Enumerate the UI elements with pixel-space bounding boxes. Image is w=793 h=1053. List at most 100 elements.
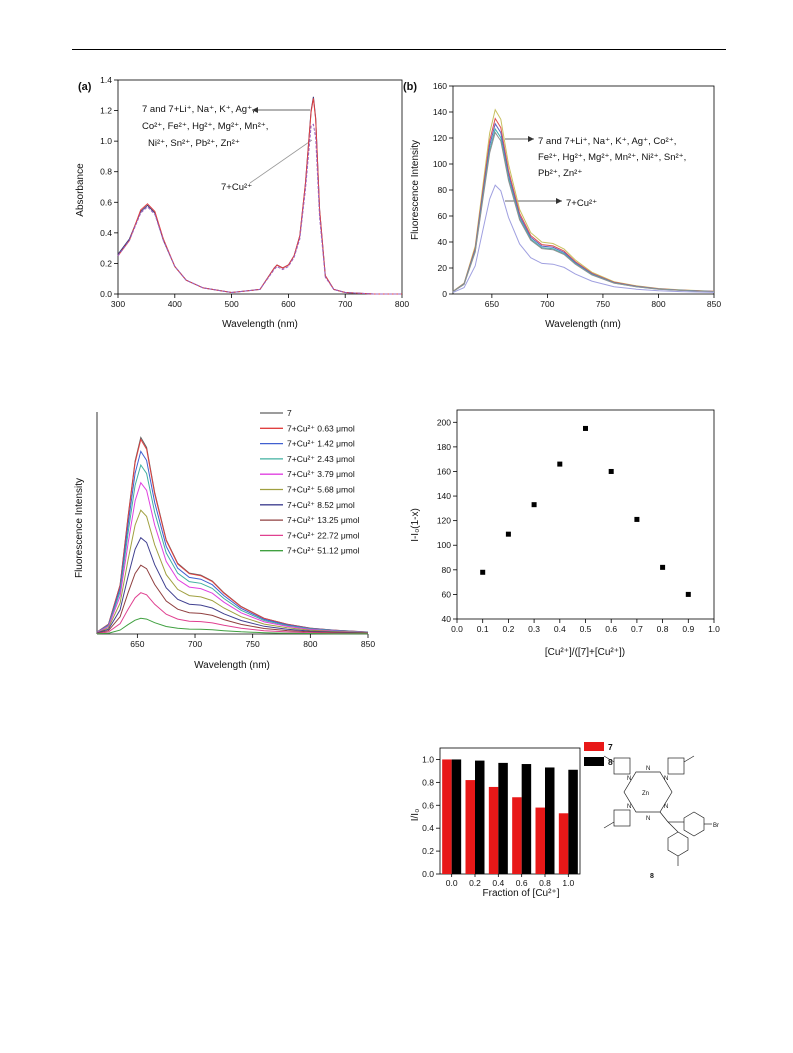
chart-e-y-tick-label: 0.4 <box>422 823 434 833</box>
chart-e-y-tick-label: 0.8 <box>422 777 434 787</box>
chart-d-x-tick-label: 0.1 <box>477 624 489 634</box>
isoindole-unit-2 <box>667 757 685 775</box>
bond-3 <box>667 821 679 833</box>
chart-a-x-tick-label: 600 <box>281 299 295 309</box>
chart-b-x-tick-label: 650 <box>485 299 499 309</box>
chart-d-y-tick-label: 40 <box>442 614 452 624</box>
chart-d-data-point-0 <box>480 569 486 575</box>
chart-d-x-tick-label: 0.9 <box>682 624 694 634</box>
chart-a-xlabel: Wavelength (nm) <box>222 319 298 330</box>
chart-d-y-tick-label: 80 <box>442 565 452 575</box>
chart-b-y-tick-label: 120 <box>433 133 447 143</box>
chart-c-x-tick-label: 700 <box>188 639 202 649</box>
chart-e-ylabel: I/I₀ <box>410 809 421 822</box>
chart-a-y-tick-label: 0.4 <box>100 228 112 238</box>
chart-b-arrow-head <box>528 136 534 142</box>
chart-a-annotation-line-3: Ni²⁺, Sn²⁺, Pb²⁺, Zn²⁺ <box>148 138 240 149</box>
chart-a-annotation-group: 7 and 7+Li⁺, Na⁺, K⁺, Ag⁺, Co²⁺, Fe²⁺, H… <box>142 104 313 193</box>
chart-e-legend-swatch-7 <box>584 742 604 751</box>
chart-a-x-tick-label: 700 <box>338 299 352 309</box>
chart-b-plot-frame <box>452 85 715 295</box>
chart-e-bar-8-1 <box>475 760 485 874</box>
phenyl-ring-tbu <box>667 831 689 857</box>
chart-e-plot-frame <box>439 747 581 875</box>
chart-d-y-tick-label: 140 <box>437 491 451 501</box>
chart-d-y-tick-label: 180 <box>437 442 451 452</box>
chart-b-cu-arrow-head <box>556 198 562 204</box>
chart-e-xlabel: Fraction of [Cu²⁺] <box>483 888 560 899</box>
chart-c-legend-label-1: 7+Cu²⁺ 0.63 μmol <box>287 423 355 433</box>
tbu-bond-3 <box>603 821 615 829</box>
isoindole-unit-3 <box>613 809 631 827</box>
bond-1 <box>659 811 669 823</box>
chart-a-x-tick-label: 800 <box>395 299 409 309</box>
chart-b-y-tick-label: 100 <box>433 159 447 169</box>
molecule-n-label-4: N <box>664 804 668 810</box>
isoindole-unit-1 <box>613 757 631 775</box>
chart-c-xlabel: Wavelength (nm) <box>194 660 270 671</box>
chart-b-y-tick-label: 140 <box>433 107 447 117</box>
chart-d-data-point-2 <box>531 502 537 508</box>
chart-d-plot-frame <box>456 409 715 620</box>
molecule-number-label: 8 <box>650 873 654 880</box>
molecule-n-label-2: N <box>664 776 668 782</box>
tbu-bond-2 <box>683 755 695 763</box>
chart-a-arrow-head <box>252 107 258 113</box>
chart-c-series-line-8 <box>96 592 369 635</box>
chart-a-y-tick-label: 1.2 <box>100 106 112 116</box>
chart-c-series-line-4 <box>96 481 369 633</box>
chart-b-annotation-line-3: Pb²⁺, Zn²⁺ <box>538 168 582 179</box>
chart-b-xlabel: Wavelength (nm) <box>545 319 621 330</box>
chart-d-y-tick-label: 100 <box>437 540 451 550</box>
chart-c-legend-label-4: 7+Cu²⁺ 3.79 μmol <box>287 469 355 479</box>
chart-b-y-tick-label: 0 <box>442 289 447 299</box>
molecule-n-label-6: N <box>646 816 650 822</box>
chart-b-x-tick-label: 750 <box>596 299 610 309</box>
chart-b-annotation-line-2: Fe²⁺, Hg²⁺, Mg²⁺, Mn²⁺, Ni²⁺, Sn²⁺, <box>538 152 686 163</box>
chart-c-series-line-9 <box>96 617 369 635</box>
molecule-8-structure: Zn Br N N N N N N 8 <box>603 755 719 880</box>
chart-d-x-tick-label: 0.4 <box>554 624 566 634</box>
tbu-bond-1 <box>603 755 615 763</box>
chart-e-bar-7-0 <box>442 759 452 874</box>
chart-d-y-tick-label: 60 <box>442 589 452 599</box>
chart-b-y-tick-label: 60 <box>438 211 448 221</box>
phenyl-ring-br <box>683 811 705 837</box>
chart-b-y-tick-label: 80 <box>438 185 448 195</box>
chart-d-x-tick-label: 0.5 <box>580 624 592 634</box>
chart-d-x-tick-label: 0.6 <box>605 624 617 634</box>
chart-a-x-tick-label: 400 <box>168 299 182 309</box>
chart-c-legend-label-9: 7+Cu²⁺ 51.12 μmol <box>287 546 360 556</box>
chart-e-legend-swatch-8 <box>584 757 604 766</box>
chart-a-series-line-2 <box>117 123 402 295</box>
chart-e-bar: Fraction of [Cu²⁺] I/I₀ 0.0 0.2 0.4 0.6 0.8 1… <box>410 742 613 899</box>
chart-e-x-tick-label: 1.0 <box>562 878 574 888</box>
chart-b-y-tick-label: 20 <box>438 263 448 273</box>
chart-e-y-tick-label: 0.2 <box>422 846 434 856</box>
chart-e-y-tick-label: 1.0 <box>422 754 434 764</box>
chart-d-data-point-5 <box>608 468 614 474</box>
chart-c-legend-label-7: 7+Cu²⁺ 13.25 μmol <box>287 515 360 525</box>
chart-b-annotation-group: 7 and 7+Li⁺, Na⁺, K⁺, Ag⁺, Co²⁺, Fe²⁺, H… <box>505 136 686 209</box>
chart-d-y-tick-label: 200 <box>437 417 451 427</box>
chart-b-series-line-4 <box>452 131 715 293</box>
chart-a-panel-label: (a) <box>78 81 92 93</box>
chart-e-bar-7-5 <box>558 813 569 874</box>
chart-d-x-tick-label: 0.0 <box>451 624 463 634</box>
chart-a-y-tick-label: 1.4 <box>100 75 112 85</box>
chart-c-titration: Wavelength (nm) Fluorescence Intensity 6… <box>74 408 375 671</box>
chart-a-y-tick-label: 0.2 <box>100 258 112 268</box>
molecule-core <box>603 755 712 866</box>
chart-e-x-tick-label: 0.0 <box>446 878 458 888</box>
chart-c-legend-label-0: 7 <box>287 408 292 418</box>
molecule-n-label-3: N <box>627 804 631 810</box>
chart-e-legend-label-7: 7 <box>608 742 613 752</box>
chart-b-panel-label: (b) <box>403 81 417 93</box>
chart-b-x-tick-label: 700 <box>540 299 554 309</box>
chart-e-x-tick-label: 0.4 <box>492 878 504 888</box>
molecule-n-label-1: N <box>627 776 631 782</box>
chart-c-series-line-5 <box>96 509 369 634</box>
chart-c-series-line-7 <box>96 564 369 634</box>
chart-b-ylabel: Fluorescence Intensity <box>410 140 421 240</box>
